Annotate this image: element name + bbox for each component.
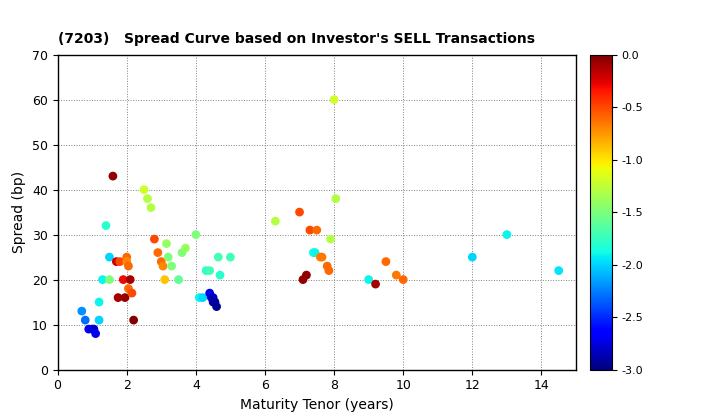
Point bbox=[315, 254, 326, 260]
Point bbox=[310, 249, 321, 256]
Point bbox=[94, 317, 105, 323]
Point bbox=[301, 272, 312, 278]
Point bbox=[107, 173, 119, 179]
Point bbox=[100, 222, 112, 229]
Point bbox=[363, 276, 374, 283]
Point bbox=[501, 231, 513, 238]
Point bbox=[206, 294, 217, 301]
Point bbox=[88, 326, 99, 333]
Point bbox=[163, 254, 174, 260]
Point bbox=[157, 263, 168, 270]
Point bbox=[207, 299, 219, 305]
Point bbox=[215, 272, 226, 278]
Point bbox=[297, 276, 309, 283]
Point bbox=[197, 294, 209, 301]
Point bbox=[121, 254, 132, 260]
Point bbox=[121, 258, 132, 265]
Point bbox=[204, 290, 215, 297]
Point bbox=[142, 195, 153, 202]
Point bbox=[148, 236, 160, 242]
Point bbox=[397, 276, 409, 283]
Point bbox=[90, 330, 102, 337]
Point bbox=[225, 254, 236, 260]
Point bbox=[152, 249, 163, 256]
Point bbox=[86, 326, 98, 333]
Point bbox=[125, 276, 136, 283]
Point bbox=[212, 254, 224, 260]
Point bbox=[311, 227, 323, 234]
Point bbox=[200, 267, 212, 274]
Point bbox=[145, 204, 157, 211]
Point bbox=[166, 263, 177, 270]
Point bbox=[117, 276, 129, 283]
Point bbox=[104, 254, 115, 260]
Point bbox=[211, 303, 222, 310]
Point bbox=[330, 195, 341, 202]
Point bbox=[94, 299, 105, 305]
Point bbox=[126, 290, 138, 297]
Point bbox=[114, 258, 125, 265]
Point bbox=[190, 231, 202, 238]
Point bbox=[161, 240, 172, 247]
Point bbox=[325, 236, 336, 242]
Point bbox=[553, 267, 564, 274]
Point bbox=[321, 263, 333, 270]
Point bbox=[390, 272, 402, 278]
Point bbox=[316, 254, 328, 260]
Point bbox=[180, 245, 192, 252]
Point bbox=[176, 249, 188, 256]
Point bbox=[156, 258, 167, 265]
Point bbox=[209, 299, 220, 305]
Point bbox=[323, 267, 335, 274]
Point bbox=[104, 276, 115, 283]
Point bbox=[294, 209, 305, 215]
Point bbox=[120, 294, 131, 301]
X-axis label: Maturity Tenor (years): Maturity Tenor (years) bbox=[240, 398, 394, 412]
Point bbox=[328, 96, 340, 103]
Point bbox=[380, 258, 392, 265]
Point bbox=[370, 281, 382, 287]
Point bbox=[467, 254, 478, 260]
Y-axis label: Spread (bp): Spread (bp) bbox=[12, 171, 27, 253]
Point bbox=[128, 317, 140, 323]
Point bbox=[194, 294, 205, 301]
Text: (7203)   Spread Curve based on Investor's SELL Transactions: (7203) Spread Curve based on Investor's … bbox=[58, 32, 534, 47]
Point bbox=[209, 299, 220, 305]
Point bbox=[207, 294, 219, 301]
Point bbox=[96, 276, 108, 283]
Point bbox=[122, 285, 134, 292]
Point bbox=[307, 249, 319, 256]
Point bbox=[76, 308, 88, 315]
Point bbox=[79, 317, 91, 323]
Point bbox=[269, 218, 281, 224]
Point bbox=[122, 263, 134, 270]
Point bbox=[111, 258, 122, 265]
Point bbox=[83, 326, 94, 333]
Point bbox=[138, 186, 150, 193]
Point bbox=[159, 276, 171, 283]
Point bbox=[173, 276, 184, 283]
Point bbox=[304, 227, 315, 234]
Point bbox=[112, 294, 124, 301]
Point bbox=[204, 267, 215, 274]
